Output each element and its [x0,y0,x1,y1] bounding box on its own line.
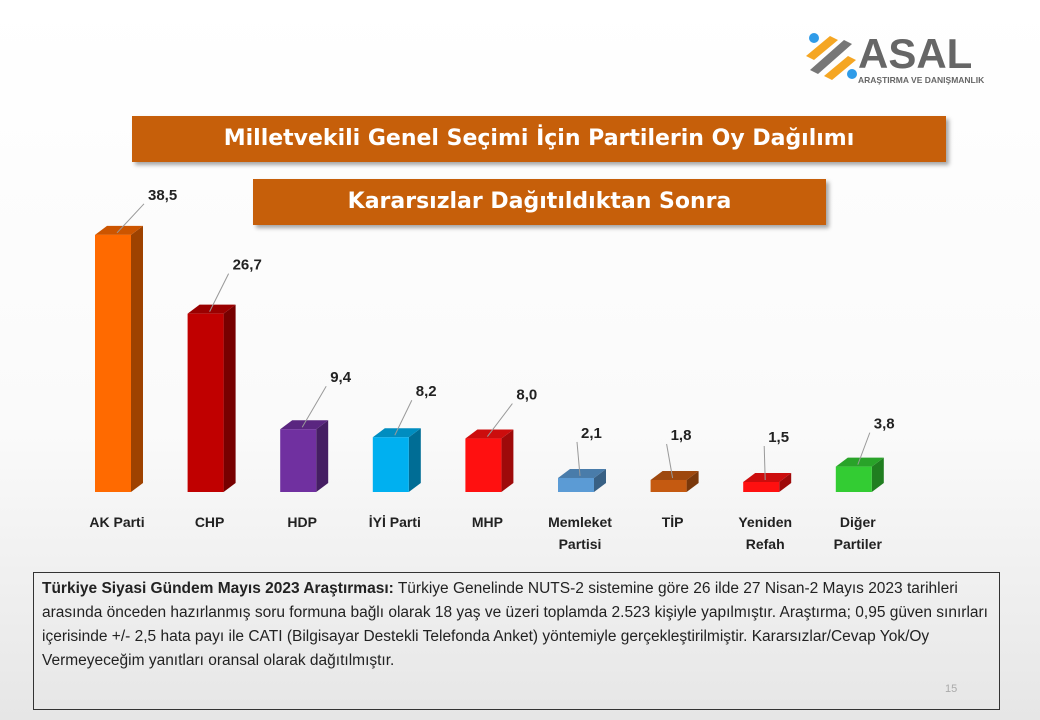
bar-top [743,472,792,482]
bar [650,479,687,492]
data-label: 3,8 [874,416,895,433]
category-label: TİP [662,514,684,530]
category-label: Refah [746,536,785,552]
note-text: Türkiye Genelinde NUTS-2 sistemine göre … [42,580,988,669]
chart-title: Milletvekili Genel Seçimi İçin Partileri… [132,116,946,162]
bar-side [779,472,792,492]
data-label: 8,2 [416,383,437,400]
svg-text:ASAL: ASAL [858,30,972,77]
bar-side [594,468,606,492]
leader-line [576,441,581,477]
data-label: 1,8 [671,427,692,444]
note-title: Türkiye Siyasi Gündem Mayıs 2023 Araştır… [42,580,394,597]
category-label: Partisi [559,536,602,552]
chart-subtitle: Kararsızlar Dağıtıldıktan Sonra [253,179,826,225]
bar-top [372,428,421,438]
category-label: CHP [195,514,225,530]
bar-side [223,304,236,492]
category-label: Memleket [548,514,612,530]
bar-chart: 38,5 AK Parti 26,7 CHP 9,4 HDP 8,2 İYİ Parti 8,0… [89,187,895,552]
bar-side [316,420,329,492]
bar-top [650,470,699,480]
category-label: HDP [287,514,317,530]
svg-text:ARAŞTIRMA VE DANIŞMANLIK: ARAŞTIRMA VE DANIŞMANLIK [858,75,985,85]
bar [743,481,780,492]
page-number: 15 [945,683,958,695]
category-label: Yeniden [738,514,792,530]
bar [95,234,131,492]
leader-line [487,403,513,437]
category-label: Partiler [834,536,883,552]
category-label: AK Parti [89,514,144,530]
bar-side [501,429,514,492]
leader-line [394,400,413,436]
survey-note: Türkiye Siyasi Gündem Mayıs 2023 Araştır… [33,572,1000,710]
leader-line [763,445,766,480]
bar [835,466,872,492]
category-label: MHP [472,514,503,530]
bar-side [871,457,884,492]
leader-line [209,273,230,312]
data-label: 2,1 [581,425,602,442]
bar [465,438,502,492]
leader-line [857,432,871,465]
category-label: İYİ Parti [369,514,421,530]
data-label: 26,7 [233,257,262,274]
bar [280,429,317,492]
bar-top [187,304,236,314]
leader-line [301,385,327,428]
bar-top [558,468,606,478]
data-label: 8,0 [516,387,537,404]
bar-side [686,470,699,492]
category-label: Diğer [840,514,876,530]
asal-logo: ASAL ARAŞTIRMA VE DANIŞMANLIK [806,30,985,85]
data-label: 1,5 [768,429,789,446]
data-label: 9,4 [330,369,352,386]
bar [372,437,409,492]
bar-side [131,225,143,492]
data-label: 38,5 [148,187,177,204]
bar [558,477,594,492]
bar-top [835,457,884,467]
bar-side [408,428,421,492]
leader-line [666,443,674,479]
leader-line [116,203,145,234]
bar [187,313,224,492]
